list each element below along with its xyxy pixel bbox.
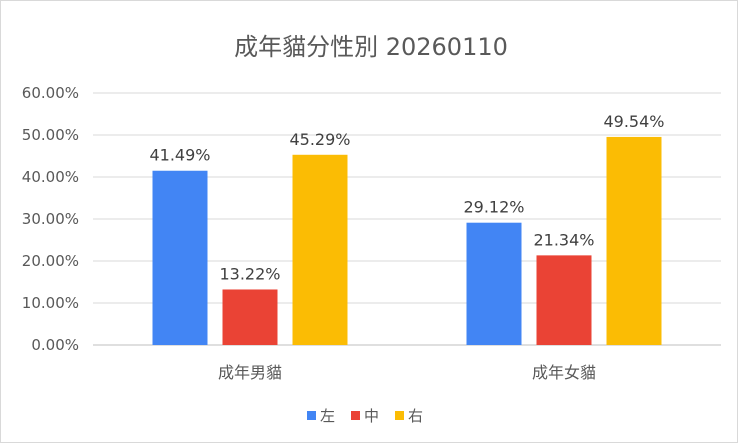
legend-label: 中 (364, 407, 379, 425)
x-category-label: 成年女貓 (532, 363, 596, 382)
data-label: 41.49% (149, 146, 210, 165)
y-axis-ticks: 0.00% 10.00% 20.00% 30.00% 40.00% 50.00% 60.00… (22, 84, 79, 354)
legend-swatch (395, 411, 404, 420)
data-label: 29.12% (463, 198, 524, 217)
data-label: 49.54% (603, 112, 664, 131)
data-label: 21.34% (533, 230, 594, 249)
y-tick-label: 60.00% (22, 84, 79, 102)
y-tick-label: 0.00% (31, 336, 79, 354)
data-labels: 41.49% 13.22% 45.29% 29.12% 21.34% 49.54% (149, 112, 664, 284)
bars (152, 136, 662, 345)
y-tick-label: 50.00% (22, 126, 79, 144)
bar (292, 154, 348, 345)
legend-swatch (307, 411, 316, 420)
chart-title: 成年貓分性別 20260110 (234, 33, 508, 61)
bar (466, 222, 522, 345)
y-tick-label: 10.00% (22, 294, 79, 312)
x-category-label: 成年男貓 (218, 363, 282, 382)
y-tick-label: 40.00% (22, 168, 79, 186)
legend-swatch (351, 411, 360, 420)
bar (222, 289, 278, 345)
data-label: 13.22% (219, 264, 280, 283)
x-axis-categories: 成年男貓 成年女貓 (218, 363, 596, 382)
legend-label: 右 (408, 407, 423, 425)
bar (152, 170, 208, 345)
y-tick-label: 20.00% (22, 252, 79, 270)
bar (536, 255, 592, 345)
bar (606, 136, 662, 345)
data-label: 45.29% (289, 130, 350, 149)
legend-label: 左 (320, 407, 335, 425)
legend: 左中右 (307, 407, 423, 425)
y-tick-label: 30.00% (22, 210, 79, 228)
